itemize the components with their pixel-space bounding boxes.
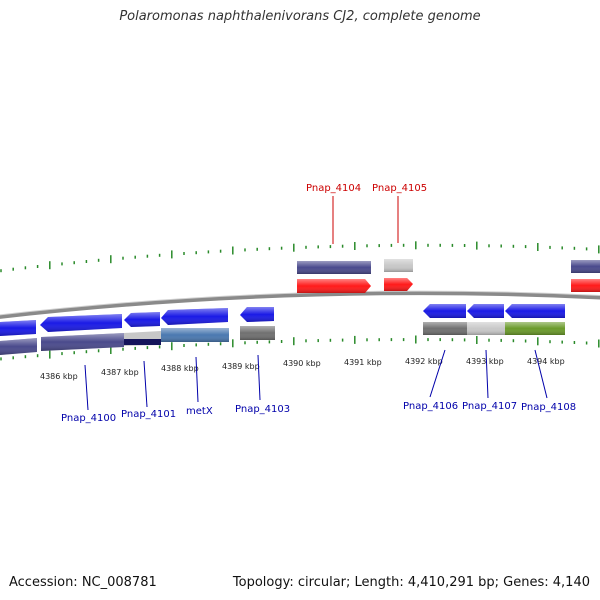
gene-label-pnap-4106[interactable]: Pnap_4106 [403, 401, 458, 412]
scale-labels: 4386 kbp 4387 kbp 4388 kbp 4389 kbp 4390… [40, 357, 565, 381]
scale-label: 4392 kbp [405, 357, 443, 366]
gene-label-pnap-4101[interactable]: Pnap_4101 [121, 409, 176, 420]
scale-label: 4386 kbp [40, 372, 78, 381]
scale-label: 4391 kbp [344, 358, 382, 367]
inner-tick-marks [0, 335, 600, 361]
map-title: Polaromonas naphthalenivorans CJ2, compl… [119, 9, 481, 24]
leader-line [84, 364, 89, 411]
leader-line [429, 349, 446, 398]
gene-label-metx[interactable]: metX [186, 406, 213, 417]
leader-line [143, 360, 148, 408]
leader-line [534, 349, 548, 399]
gene-label-pnap-4103[interactable]: Pnap_4103 [235, 404, 290, 415]
gene-label-pnap-4108[interactable]: Pnap_4108 [521, 402, 576, 413]
leader-line [195, 356, 199, 403]
outer-tick-marks [0, 241, 600, 273]
leader-line [257, 354, 261, 401]
accession-text: Accession: NC_008781 [9, 575, 157, 590]
reverse-strand [0, 304, 565, 355]
scale-label: 4388 kbp [161, 364, 199, 373]
genome-backbone [0, 291, 600, 319]
gene-label-pnap-4107[interactable]: Pnap_4107 [462, 401, 517, 412]
genome-backbone-highlight [0, 290, 600, 316]
gene-label-pnap-4105[interactable]: Pnap_4105 [372, 183, 427, 194]
gene-label-pnap-4104[interactable]: Pnap_4104 [306, 183, 361, 194]
scale-label: 4393 kbp [466, 357, 504, 366]
scale-label: 4387 kbp [101, 368, 139, 377]
leader-line [485, 349, 489, 399]
topology-text: Topology: circular; Length: 4,410,291 bp… [232, 575, 590, 590]
gene-label-pnap-4100[interactable]: Pnap_4100 [61, 413, 116, 424]
forward-strand [297, 259, 600, 293]
scale-label: 4390 kbp [283, 359, 321, 368]
forward-gene-labels: Pnap_4104 Pnap_4105 [306, 183, 427, 244]
scale-label: 4389 kbp [222, 362, 260, 371]
reverse-gene-labels: Pnap_4100 Pnap_4101 metX Pnap_4103 Pnap_… [61, 349, 576, 424]
scale-label: 4394 kbp [527, 357, 565, 366]
gene-bar-pnap-4101-domain [124, 339, 161, 345]
